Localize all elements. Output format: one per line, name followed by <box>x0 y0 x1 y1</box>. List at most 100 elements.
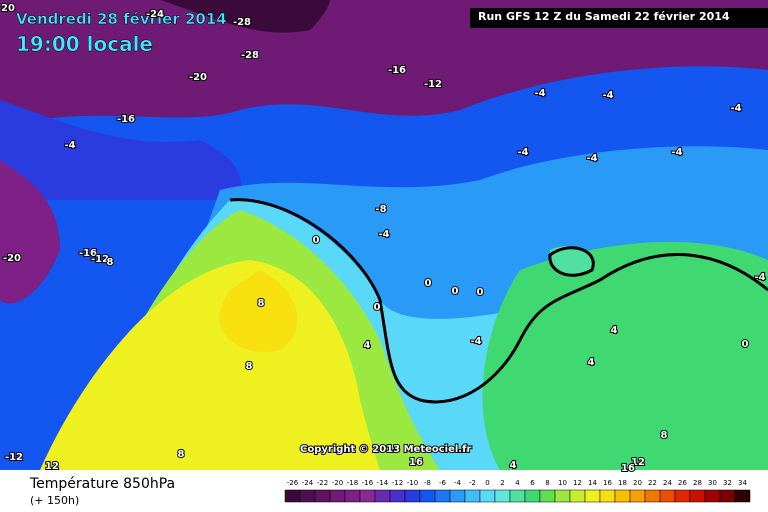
scale-label: 10 <box>558 479 567 487</box>
scale-label: -12 <box>392 479 403 487</box>
scale-label: 14 <box>588 479 597 487</box>
scale-swatch <box>674 489 691 503</box>
scale-swatch <box>689 489 706 503</box>
scale-swatch <box>539 489 556 503</box>
scale-label: -6 <box>439 479 447 487</box>
contour-label: -8 <box>375 204 386 215</box>
contour-label: 0 <box>742 339 749 350</box>
scale-swatch <box>719 489 736 503</box>
scale-swatch <box>554 489 571 503</box>
run-banner <box>470 8 768 28</box>
legend-title: Température 850hPa <box>29 476 175 492</box>
scale-label: -8 <box>424 479 431 487</box>
scale-label: 20 <box>633 479 642 487</box>
scale-swatch <box>434 489 451 503</box>
scale-label: -18 <box>347 479 358 487</box>
scale-swatch <box>329 489 346 503</box>
scale-label: 18 <box>618 479 627 487</box>
scale-swatch <box>299 489 316 503</box>
contour-label: -4 <box>470 336 481 347</box>
contour-label: 4 <box>510 460 517 471</box>
contour-label: -28 <box>233 17 251 28</box>
scale-swatch <box>284 489 301 503</box>
scale-swatch <box>404 489 421 503</box>
contour-label: 8 <box>178 449 185 460</box>
scale-label: 26 <box>678 479 687 487</box>
scale-swatch <box>314 489 331 503</box>
contour-label: -12 <box>91 254 109 265</box>
contour-label: 0 <box>477 287 484 298</box>
contour-label: -4 <box>64 140 75 151</box>
scale-label: -16 <box>362 479 374 487</box>
scale-swatch <box>659 489 676 503</box>
contour-label: 0 <box>313 235 320 246</box>
map-field <box>0 0 768 471</box>
scale-swatch <box>629 489 646 503</box>
scale-label: -2 <box>469 479 476 487</box>
contour-label: 16 <box>621 463 635 474</box>
scale-swatch <box>614 489 631 503</box>
scale-label: -4 <box>454 479 462 487</box>
contour-label: 8 <box>661 430 668 441</box>
scale-label: -10 <box>407 479 418 487</box>
scale-swatch <box>734 489 751 503</box>
contour-label: 4 <box>611 325 618 336</box>
contour-label: -4 <box>730 103 741 114</box>
contour-label: 8 <box>258 298 265 309</box>
contour-label: -12 <box>5 452 23 463</box>
scale-label: -20 <box>332 479 343 487</box>
scale-swatch <box>704 489 721 503</box>
contour-label: 20 <box>1 3 15 14</box>
scale-swatch <box>359 489 376 503</box>
scale-label: 24 <box>663 479 672 487</box>
scale-swatch <box>374 489 391 503</box>
contour-label: 0 <box>452 286 459 297</box>
scale-swatch <box>419 489 436 503</box>
contour-label: -20 <box>3 253 21 264</box>
scale-label: -22 <box>317 479 328 487</box>
contour-label: -16 <box>79 248 97 259</box>
contour-label: 12 <box>631 457 645 468</box>
scale-label: 12 <box>573 479 582 487</box>
scale-swatch <box>524 489 541 503</box>
contour-label: -4 <box>534 88 545 99</box>
scale-label: 4 <box>515 479 520 487</box>
scale-swatch <box>494 489 511 503</box>
scale-swatch <box>644 489 661 503</box>
scale-label: 2 <box>500 479 504 487</box>
scale-label: 22 <box>648 479 657 487</box>
contour-label: 0 <box>374 302 381 313</box>
scale-swatch <box>449 489 466 503</box>
contour-label: -4 <box>602 90 613 101</box>
scale-swatch <box>509 489 526 503</box>
contour-label: -16 <box>117 114 135 125</box>
scale-label: 6 <box>530 479 535 487</box>
scale-label: 0 <box>485 479 489 487</box>
map-time: 19:00 locale <box>16 32 153 56</box>
lead-time: (+ 150h) <box>30 494 79 507</box>
scale-swatch <box>479 489 496 503</box>
copyright: Copyright © 2013 Meteociel.fr <box>300 444 471 455</box>
contour-label: 12 <box>45 461 59 472</box>
scale-label: 34 <box>738 479 747 487</box>
contour-label: -16 <box>388 65 406 76</box>
contour-label: -12 <box>424 79 442 90</box>
contour-label: 8 <box>107 257 114 268</box>
contour-label: 4 <box>588 357 595 368</box>
scale-swatch <box>464 489 481 503</box>
scale-swatch <box>344 489 361 503</box>
contour-label: -4 <box>517 147 528 158</box>
contour-label: -28 <box>241 50 259 61</box>
contour-label: -4 <box>754 272 765 283</box>
contour-label: 8 <box>246 361 253 372</box>
scale-label: -14 <box>377 479 389 487</box>
scale-label: 8 <box>545 479 549 487</box>
contour-label: -20 <box>189 72 207 83</box>
scale-label: 32 <box>723 479 732 487</box>
scale-label: -24 <box>302 479 314 487</box>
scale-label: 28 <box>693 479 702 487</box>
run-info: Run GFS 12 Z du Samedi 22 février 2014 <box>478 10 730 23</box>
contour-label: 4 <box>364 340 371 351</box>
scale-swatch <box>569 489 586 503</box>
scale-swatch <box>584 489 601 503</box>
